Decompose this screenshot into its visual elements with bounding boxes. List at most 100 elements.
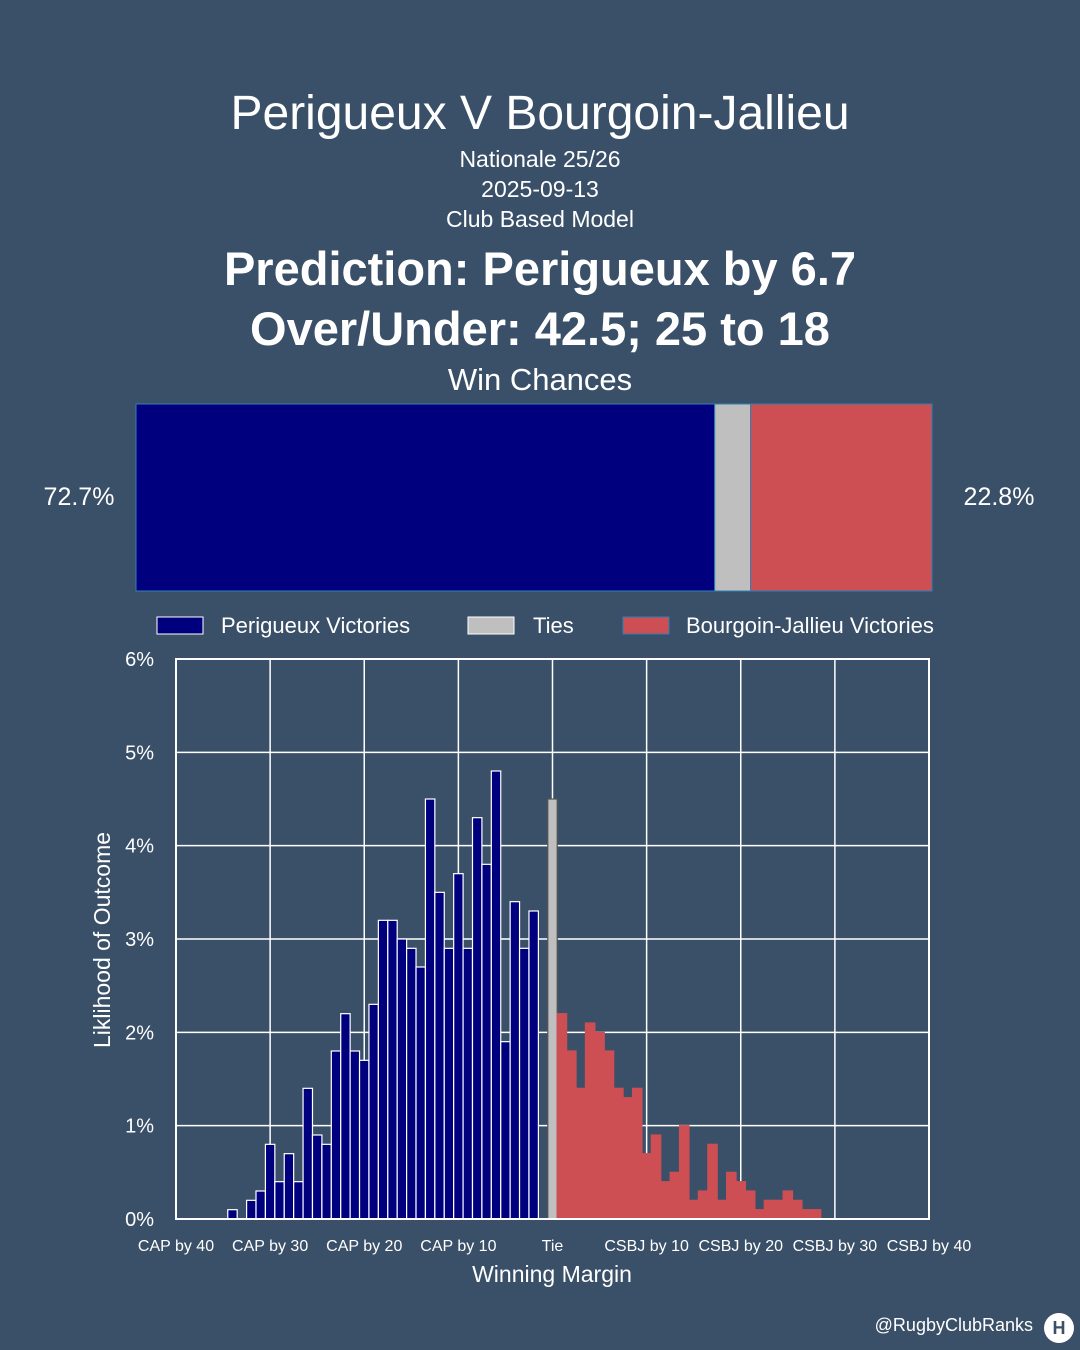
win-bar-away-segment xyxy=(750,403,933,592)
away-margin-bar xyxy=(556,1013,568,1220)
competition-label: Nationale 25/26 xyxy=(459,146,621,172)
x-tick-label: CAP by 20 xyxy=(326,1238,402,1255)
y-tick-label: 5% xyxy=(125,742,154,764)
x-tick-label: Tie xyxy=(542,1238,564,1255)
home-margin-bar xyxy=(500,1041,511,1220)
home-margin-bar xyxy=(255,1190,267,1220)
x-tick-label: CAP by 30 xyxy=(232,1238,308,1255)
legend-swatch-away xyxy=(622,616,670,635)
away-margin-bar xyxy=(697,1190,709,1220)
away-margin-bar xyxy=(631,1087,643,1220)
away-margin-bar xyxy=(688,1199,699,1220)
win-bar-tie-segment xyxy=(714,403,752,592)
away-margin-bar xyxy=(660,1181,671,1220)
home-margin-bar xyxy=(368,1003,379,1220)
prediction-headline: Prediction: Perigueux by 6.7 xyxy=(223,242,857,295)
tie-bar xyxy=(547,798,558,1220)
x-tick-label: CAP by 40 xyxy=(138,1238,214,1255)
x-tick-label: CSBJ by 30 xyxy=(793,1238,878,1255)
legend-swatch-home xyxy=(156,616,204,635)
away-margin-bar xyxy=(584,1022,596,1220)
home-margin-bar xyxy=(377,919,389,1220)
over-under-headline: Over/Under: 42.5; 25 to 18 xyxy=(250,302,830,355)
home-margin-bar xyxy=(415,966,427,1220)
away-margin-bar xyxy=(575,1087,587,1220)
y-tick-label: 4% xyxy=(125,836,154,858)
brand-logo-icon: H xyxy=(1044,1313,1074,1343)
home-margin-bar xyxy=(349,1050,361,1220)
home-margin-bar xyxy=(264,1143,276,1220)
away-margin-bar xyxy=(641,1153,652,1220)
home-margin-bar xyxy=(321,1143,332,1220)
legend: Perigueux Victories Ties Bourgoin-Jallie… xyxy=(156,613,934,638)
home-margin-bar xyxy=(330,1050,342,1220)
away-margin-bar xyxy=(707,1143,718,1220)
legend-swatch-tie xyxy=(467,616,515,635)
away-margin-bar xyxy=(613,1087,624,1220)
home-margin-bar xyxy=(424,798,436,1220)
home-margin-bar xyxy=(302,1087,314,1220)
away-margin-bar xyxy=(594,1031,605,1220)
y-tick-label: 2% xyxy=(125,1022,154,1044)
home-margin-bar xyxy=(509,901,521,1220)
away-margin-bar xyxy=(735,1181,747,1220)
away-margin-bar xyxy=(726,1171,737,1220)
twitter-handle: @RugbyClubRanks xyxy=(874,1315,1033,1335)
home-margin-bar xyxy=(518,947,530,1220)
away-margin-bar xyxy=(810,1209,822,1220)
home-margin-bar xyxy=(471,817,483,1220)
away-margin-bar xyxy=(650,1134,662,1220)
away-margin-bar xyxy=(669,1171,681,1220)
home-margin-bar xyxy=(358,1059,370,1220)
home-win-pct: 72.7% xyxy=(44,483,115,511)
page-title: Perigueux V Bourgoin-Jallieu xyxy=(230,87,850,140)
y-tick-label: 0% xyxy=(125,1209,154,1231)
match-date: 2025-09-13 xyxy=(481,176,599,202)
home-margin-bar xyxy=(528,910,539,1220)
away-margin-bar xyxy=(744,1190,756,1220)
win-chances-title: Win Chances xyxy=(447,362,633,397)
home-margin-bar xyxy=(453,873,464,1220)
away-win-pct: 22.8% xyxy=(964,483,1035,511)
away-margin-bar xyxy=(763,1199,775,1220)
y-axis-ticks: 0% 1% 2% 3% 4% 5% 6% xyxy=(125,649,154,1231)
away-margin-bar xyxy=(754,1209,765,1220)
home-margin-bar xyxy=(462,947,474,1220)
home-margin-bar xyxy=(387,919,398,1220)
home-margin-bar xyxy=(481,863,492,1220)
legend-label-away: Bourgoin-Jallieu Victories xyxy=(686,613,934,638)
x-tick-label: CAP by 10 xyxy=(420,1238,496,1255)
home-margin-bar xyxy=(245,1199,257,1220)
away-margin-bar xyxy=(801,1209,812,1220)
x-tick-label: CSBJ by 20 xyxy=(699,1238,784,1255)
home-margin-bar xyxy=(443,947,455,1220)
model-label: Club Based Model xyxy=(446,206,634,232)
win-chances-bar xyxy=(135,403,933,592)
legend-label-tie: Ties xyxy=(533,613,574,638)
y-tick-label: 3% xyxy=(125,929,154,951)
plot-frame xyxy=(175,658,930,1220)
away-margin-bar xyxy=(622,1097,634,1220)
x-axis-ticks: CAP by 40 CAP by 30 CAP by 20 CAP by 10 Tie C… xyxy=(138,1238,971,1255)
home-margin-bar xyxy=(293,1181,304,1220)
away-margin-bar xyxy=(566,1050,577,1220)
home-margin-bar xyxy=(311,1134,323,1220)
y-axis-label: Liklihood of Outcome xyxy=(89,832,115,1048)
home-margin-bar xyxy=(283,1153,295,1220)
home-margin-bar xyxy=(274,1181,285,1220)
x-axis-label: Winning Margin xyxy=(472,1261,632,1287)
win-bar-home-segment xyxy=(135,403,716,592)
x-tick-label: CSBJ by 40 xyxy=(887,1238,972,1255)
away-margin-bar xyxy=(782,1190,794,1220)
away-margin-bar xyxy=(716,1199,728,1220)
y-tick-label: 1% xyxy=(125,1116,154,1138)
away-margin-bar xyxy=(603,1050,615,1220)
home-margin-bar xyxy=(490,770,502,1220)
home-margin-bar xyxy=(340,1013,351,1220)
away-margin-bar xyxy=(678,1125,690,1220)
x-tick-label: CSBJ by 10 xyxy=(604,1238,689,1255)
y-tick-label: 6% xyxy=(125,649,154,671)
away-margin-bar xyxy=(773,1199,784,1220)
margin-histogram xyxy=(227,770,822,1220)
